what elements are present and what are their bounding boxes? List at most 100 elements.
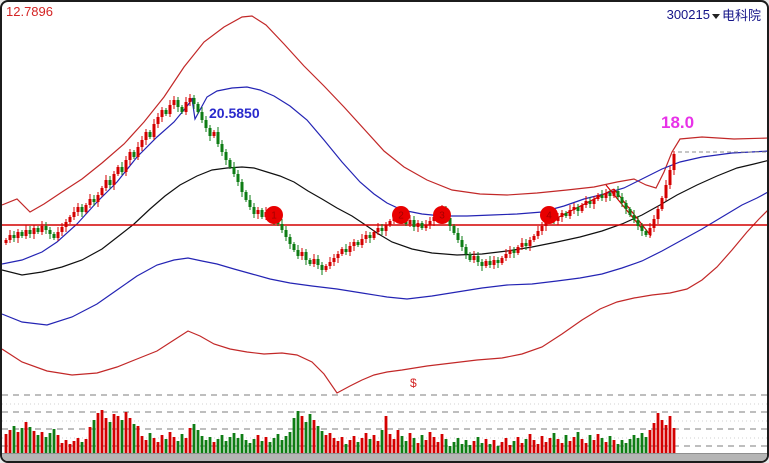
volume-bar — [500, 442, 504, 458]
volume-bar — [644, 437, 648, 458]
candle-body — [584, 201, 588, 205]
volume-bar — [348, 440, 352, 458]
volume-bar — [28, 427, 32, 458]
candle-body — [348, 246, 352, 252]
volume-bar — [324, 435, 328, 458]
volume-bar — [364, 433, 368, 458]
volume-bar — [236, 438, 240, 458]
dollar-marker-label: $ — [410, 376, 417, 390]
candle-body — [204, 120, 208, 128]
volume-bar — [168, 432, 172, 458]
candle-body — [168, 105, 172, 114]
candle-body — [416, 223, 420, 227]
candle-body — [240, 182, 244, 192]
volume-bar — [120, 420, 124, 458]
volume-bar — [420, 435, 424, 458]
volume-bar — [336, 441, 340, 458]
candle-body — [96, 195, 100, 202]
buy-signal-marker — [433, 206, 451, 224]
volume-bar — [556, 439, 560, 458]
stock-selector[interactable]: 300215 电科院 — [667, 5, 761, 24]
volume-bar — [416, 443, 420, 458]
candle-body — [596, 195, 600, 199]
stock-code: 300215 — [666, 7, 710, 22]
candle-body — [64, 222, 68, 227]
volume-bar — [452, 442, 456, 458]
volume-bar — [664, 425, 668, 458]
volume-bar — [156, 442, 160, 458]
candle-body — [448, 218, 452, 226]
volume-bar — [264, 437, 268, 458]
candle-body — [428, 221, 432, 225]
volume-bar — [444, 439, 448, 458]
candle-body — [528, 240, 532, 246]
candle-body — [368, 235, 372, 238]
volume-bar — [564, 435, 568, 458]
candle-body — [452, 226, 456, 233]
volume-bar — [488, 444, 492, 458]
volume-bar — [104, 418, 108, 458]
candle-body — [88, 199, 92, 205]
candle-body — [128, 152, 132, 160]
candle-body — [488, 261, 492, 265]
volume-bar — [68, 444, 72, 458]
stock-name: 电科院 — [721, 8, 761, 23]
candle-body — [4, 240, 8, 243]
candle-body — [56, 232, 60, 238]
volume-bar — [188, 428, 192, 458]
candle-body — [572, 207, 576, 210]
volume-bar — [196, 430, 200, 458]
candle-body — [408, 220, 412, 224]
volume-bar — [476, 437, 480, 458]
candle-body — [324, 266, 328, 270]
candle-body — [468, 254, 472, 260]
volume-bar — [380, 430, 384, 458]
candle-body — [112, 174, 116, 185]
volume-bar — [540, 436, 544, 458]
volume-bar — [252, 439, 256, 458]
volume-bar — [276, 434, 280, 458]
buy-signal-number: 4 — [546, 211, 552, 222]
volume-bar — [24, 422, 28, 458]
volume-bar — [224, 441, 228, 458]
volume-bar — [240, 434, 244, 458]
candle-body — [660, 198, 664, 209]
volume-bar — [464, 440, 468, 458]
candle-body — [224, 152, 228, 160]
candle-body — [424, 225, 428, 228]
candle-body — [640, 226, 644, 231]
candle-body — [608, 193, 612, 196]
volume-bar — [272, 438, 276, 458]
price-indicator-label: 12.7896 — [6, 4, 53, 19]
volume-bar — [288, 432, 292, 458]
volume-bar — [232, 433, 236, 458]
volume-bar — [296, 411, 300, 458]
horizontal-scrollbar[interactable] — [2, 453, 767, 461]
candle-body — [592, 199, 596, 204]
volume-bar — [496, 446, 500, 458]
candle-body — [380, 228, 384, 231]
candle-body — [512, 250, 516, 253]
candle-body — [104, 180, 108, 188]
volume-bar — [212, 442, 216, 458]
volume-bar — [456, 438, 460, 458]
volume-bar — [544, 442, 548, 458]
volume-bar — [176, 441, 180, 458]
volume-bar — [32, 431, 36, 458]
candle-body — [620, 197, 624, 203]
candle-body — [332, 258, 336, 262]
volume-bar — [164, 439, 168, 458]
candle-body — [384, 225, 388, 231]
volume-bar — [268, 442, 272, 458]
middle-black-line — [2, 160, 767, 276]
candle-body — [568, 210, 572, 216]
candle-body — [48, 230, 52, 234]
candle-body — [28, 230, 32, 234]
volume-bar — [140, 436, 144, 458]
candle-body — [24, 230, 28, 236]
volume-bar — [392, 439, 396, 458]
candle-body — [356, 242, 360, 245]
volume-bar — [588, 435, 592, 458]
